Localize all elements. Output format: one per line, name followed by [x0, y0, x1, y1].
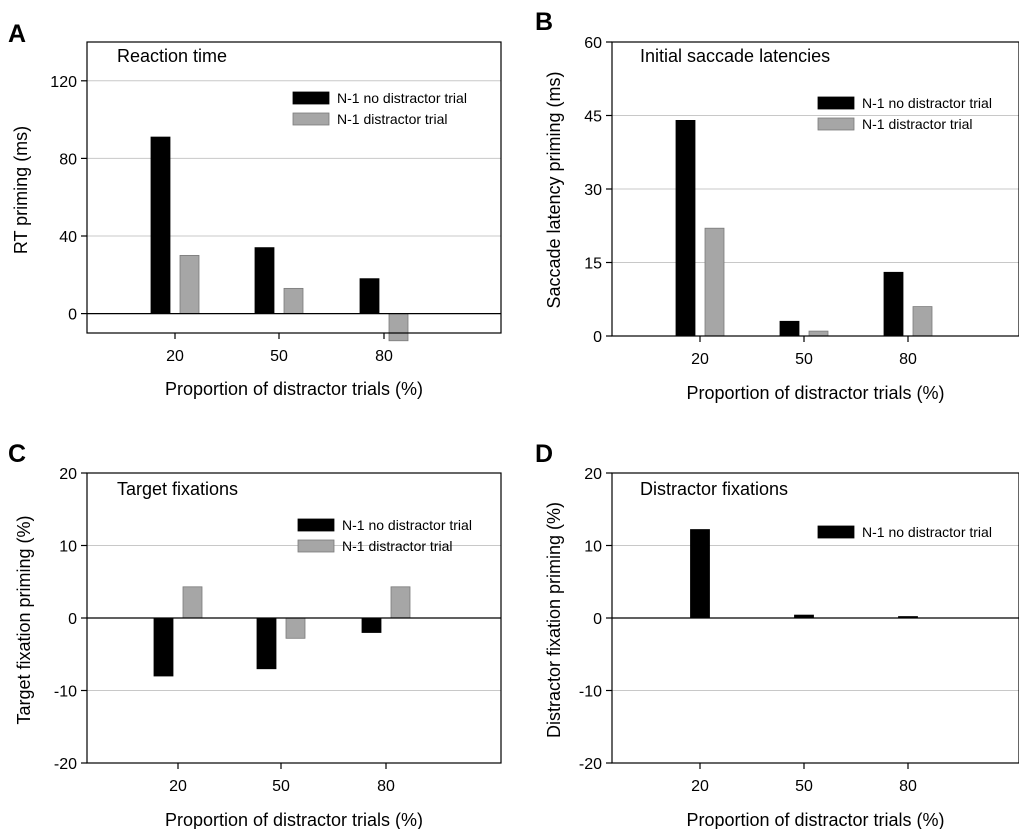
bar-no-distractor-80	[359, 278, 380, 314]
y-tick-label: 30	[584, 182, 602, 199]
legend-label: N-1 distractor trial	[862, 116, 972, 132]
y-tick-label: 120	[50, 74, 77, 91]
bar-no-distractor-20	[675, 120, 696, 337]
x-tick-label: 50	[272, 778, 290, 795]
bar-distractor-20	[179, 254, 200, 314]
y-tick-label: -10	[579, 684, 602, 701]
x-axis-label: Proportion of distractor trials (%)	[165, 379, 423, 399]
bar-distractor-80	[390, 586, 411, 619]
y-tick-label: 60	[584, 35, 602, 52]
legend-label: N-1 no distractor trial	[862, 524, 992, 540]
bar-distractor-20	[182, 586, 203, 619]
x-tick-label: 20	[691, 351, 709, 368]
chart-title: Reaction time	[117, 46, 227, 66]
y-tick-label: 0	[593, 329, 602, 346]
chart-panel-d: -20 -10 0 10 20 20 50 80 D Distractor fixations Pr…	[535, 440, 1019, 830]
x-tick-label: 20	[169, 778, 187, 795]
y-tick-label: 20	[584, 466, 602, 483]
bar-no-distractor-50	[256, 617, 277, 670]
y-axis-label: Target fixation priming (%)	[14, 515, 34, 724]
y-tick-label: 20	[59, 466, 77, 483]
panel-letter: B	[535, 8, 553, 36]
y-tick-label: 15	[584, 256, 602, 273]
x-tick-label: 80	[375, 348, 393, 365]
chart-title: Target fixations	[117, 479, 238, 499]
legend-swatch	[292, 91, 330, 105]
legend-swatch	[297, 539, 335, 553]
bar-no-distractor-80	[361, 617, 382, 633]
bar-distractor-50	[285, 617, 306, 639]
y-tick-label: 45	[584, 109, 602, 126]
legend-label: N-1 no distractor trial	[342, 517, 472, 533]
y-tick-label: 0	[593, 611, 602, 628]
legend-label: N-1 no distractor trial	[337, 90, 467, 106]
bar-no-distractor-20	[153, 617, 174, 677]
y-axis-label: RT priming (ms)	[11, 126, 31, 254]
panel-letter: D	[535, 440, 553, 468]
y-tick-label: 80	[59, 151, 77, 168]
bar-distractor-50	[283, 287, 304, 315]
bar-distractor-20	[704, 227, 725, 337]
legend-swatch	[817, 525, 855, 539]
plot-frame	[86, 41, 502, 334]
legend-label: N-1 distractor trial	[342, 538, 452, 554]
bar-no-distractor-50	[779, 320, 800, 337]
bar-no-distractor-50	[254, 247, 275, 314]
y-axis-label: Distractor fixation priming (%)	[544, 502, 564, 738]
y-tick-label: -10	[54, 684, 77, 701]
chart-title: Distractor fixations	[640, 479, 788, 499]
bar-distractor-80	[388, 313, 409, 342]
x-tick-label: 80	[899, 351, 917, 368]
legend-swatch	[297, 518, 335, 532]
x-tick-label: 80	[899, 778, 917, 795]
legend-label: N-1 distractor trial	[337, 111, 447, 127]
bar-distractor-50	[808, 330, 829, 337]
x-tick-label: 20	[166, 348, 184, 365]
panel-letter: A	[8, 20, 26, 48]
y-tick-label: 40	[59, 229, 77, 246]
y-tick-label: 10	[584, 539, 602, 556]
chart-panel-a: 0 40 80 120 20 50 80 A Reaction time Proportion o…	[8, 20, 502, 399]
legend-swatch	[817, 96, 855, 110]
bar-no-distractor-20	[150, 136, 171, 314]
y-tick-label: 10	[59, 539, 77, 556]
x-axis-label: Proportion of distractor trials (%)	[165, 810, 423, 829]
legend-label: N-1 no distractor trial	[862, 95, 992, 111]
y-tick-label: -20	[54, 756, 77, 773]
chart-panel-b: 0 15 30 45 60 20 50 80 B Initial saccade latencie…	[535, 8, 1019, 403]
y-axis-label: Saccade latency priming (ms)	[544, 71, 564, 308]
legend-swatch	[817, 117, 855, 131]
bar-no-distractor-20	[690, 529, 710, 619]
x-tick-label: 20	[691, 778, 709, 795]
x-axis-label: Proportion of distractor trials (%)	[686, 383, 944, 403]
x-tick-label: 50	[270, 348, 288, 365]
x-tick-label: 50	[795, 778, 813, 795]
panel-letter: C	[8, 440, 26, 468]
x-tick-label: 80	[377, 778, 395, 795]
x-tick-label: 50	[795, 351, 813, 368]
bar-no-distractor-80	[883, 271, 904, 337]
y-tick-label: 0	[68, 307, 77, 324]
chart-title: Initial saccade latencies	[640, 46, 830, 66]
x-axis-label: Proportion of distractor trials (%)	[686, 810, 944, 829]
y-tick-label: -20	[579, 756, 602, 773]
chart-panel-c: -20 -10 0 10 20 20 50 80 C Target fixations Propor…	[8, 440, 502, 830]
legend-swatch	[292, 112, 330, 126]
y-tick-label: 0	[68, 611, 77, 628]
bar-distractor-80	[912, 306, 933, 337]
